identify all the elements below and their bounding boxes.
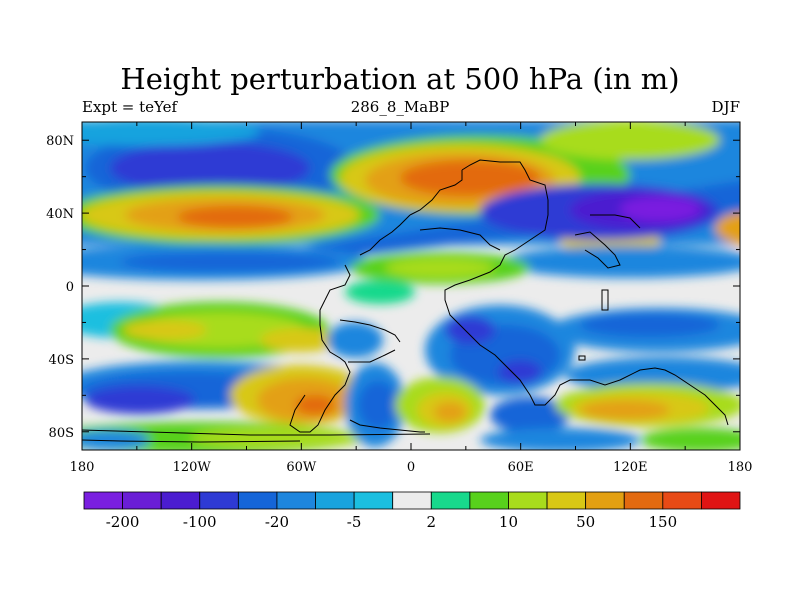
height-field [82,122,740,450]
colorbar-swatch [662,491,702,510]
y-tick-label: 0 [66,280,74,295]
colorbar-label: -200 [106,513,140,531]
colorbar: -200 -100 -20 -5 2 10 50 150 [83,491,741,531]
colorbar-swatch [160,491,201,510]
y-tick-label: 40S [49,353,74,368]
colorbar-label: -20 [265,513,289,531]
colorbar-swatch [623,491,664,510]
y-tick-label: 80S [49,426,74,441]
colorbar-swatch [122,491,162,510]
colorbar-swatch [315,491,355,510]
x-tick-label: 0 [407,460,415,475]
y-tick-label: 80N [46,134,74,149]
x-tick-label: 120W [173,460,212,475]
colorbar-label: -5 [347,513,362,531]
y-axis: 80N 40N 0 40S 80S [46,134,740,441]
x-axis: 180 120W 60W 0 60E 120E 180 [70,122,753,475]
chart-title: Height perturbation at 500 hPa (in m) [120,62,680,96]
colorbar-swatch [585,491,625,510]
x-tick-label: 120E [613,460,647,475]
colorbar-label: 2 [427,513,437,531]
colorbar-swatch [392,491,432,510]
x-tick-label: 180 [70,460,95,475]
colorbar-swatch [701,491,741,510]
x-tick-label: 60W [286,460,317,475]
x-tick-label: 180 [728,460,753,475]
y-tick-label: 40N [46,207,74,222]
simulation-label: 286_8_MaBP [350,98,450,116]
season-label: DJF [711,98,740,116]
colorbar-swatch [508,491,548,510]
experiment-label: Expt = teYef [82,98,178,116]
coastlines [82,159,729,443]
colorbar-label: 10 [499,513,518,531]
colorbar-label: 150 [649,513,678,531]
colorbar-swatch [237,491,278,510]
colorbar-swatch [430,491,471,510]
colorbar-swatch [353,491,394,510]
x-tick-label: 60E [508,460,534,475]
colorbar-label: -100 [183,513,217,531]
colorbar-swatch [276,491,316,510]
colorbar-swatch [469,491,509,510]
colorbar-label: 50 [576,513,595,531]
colorbar-swatch [199,491,239,510]
colorbar-swatch [83,491,123,510]
colorbar-swatch [546,491,587,510]
